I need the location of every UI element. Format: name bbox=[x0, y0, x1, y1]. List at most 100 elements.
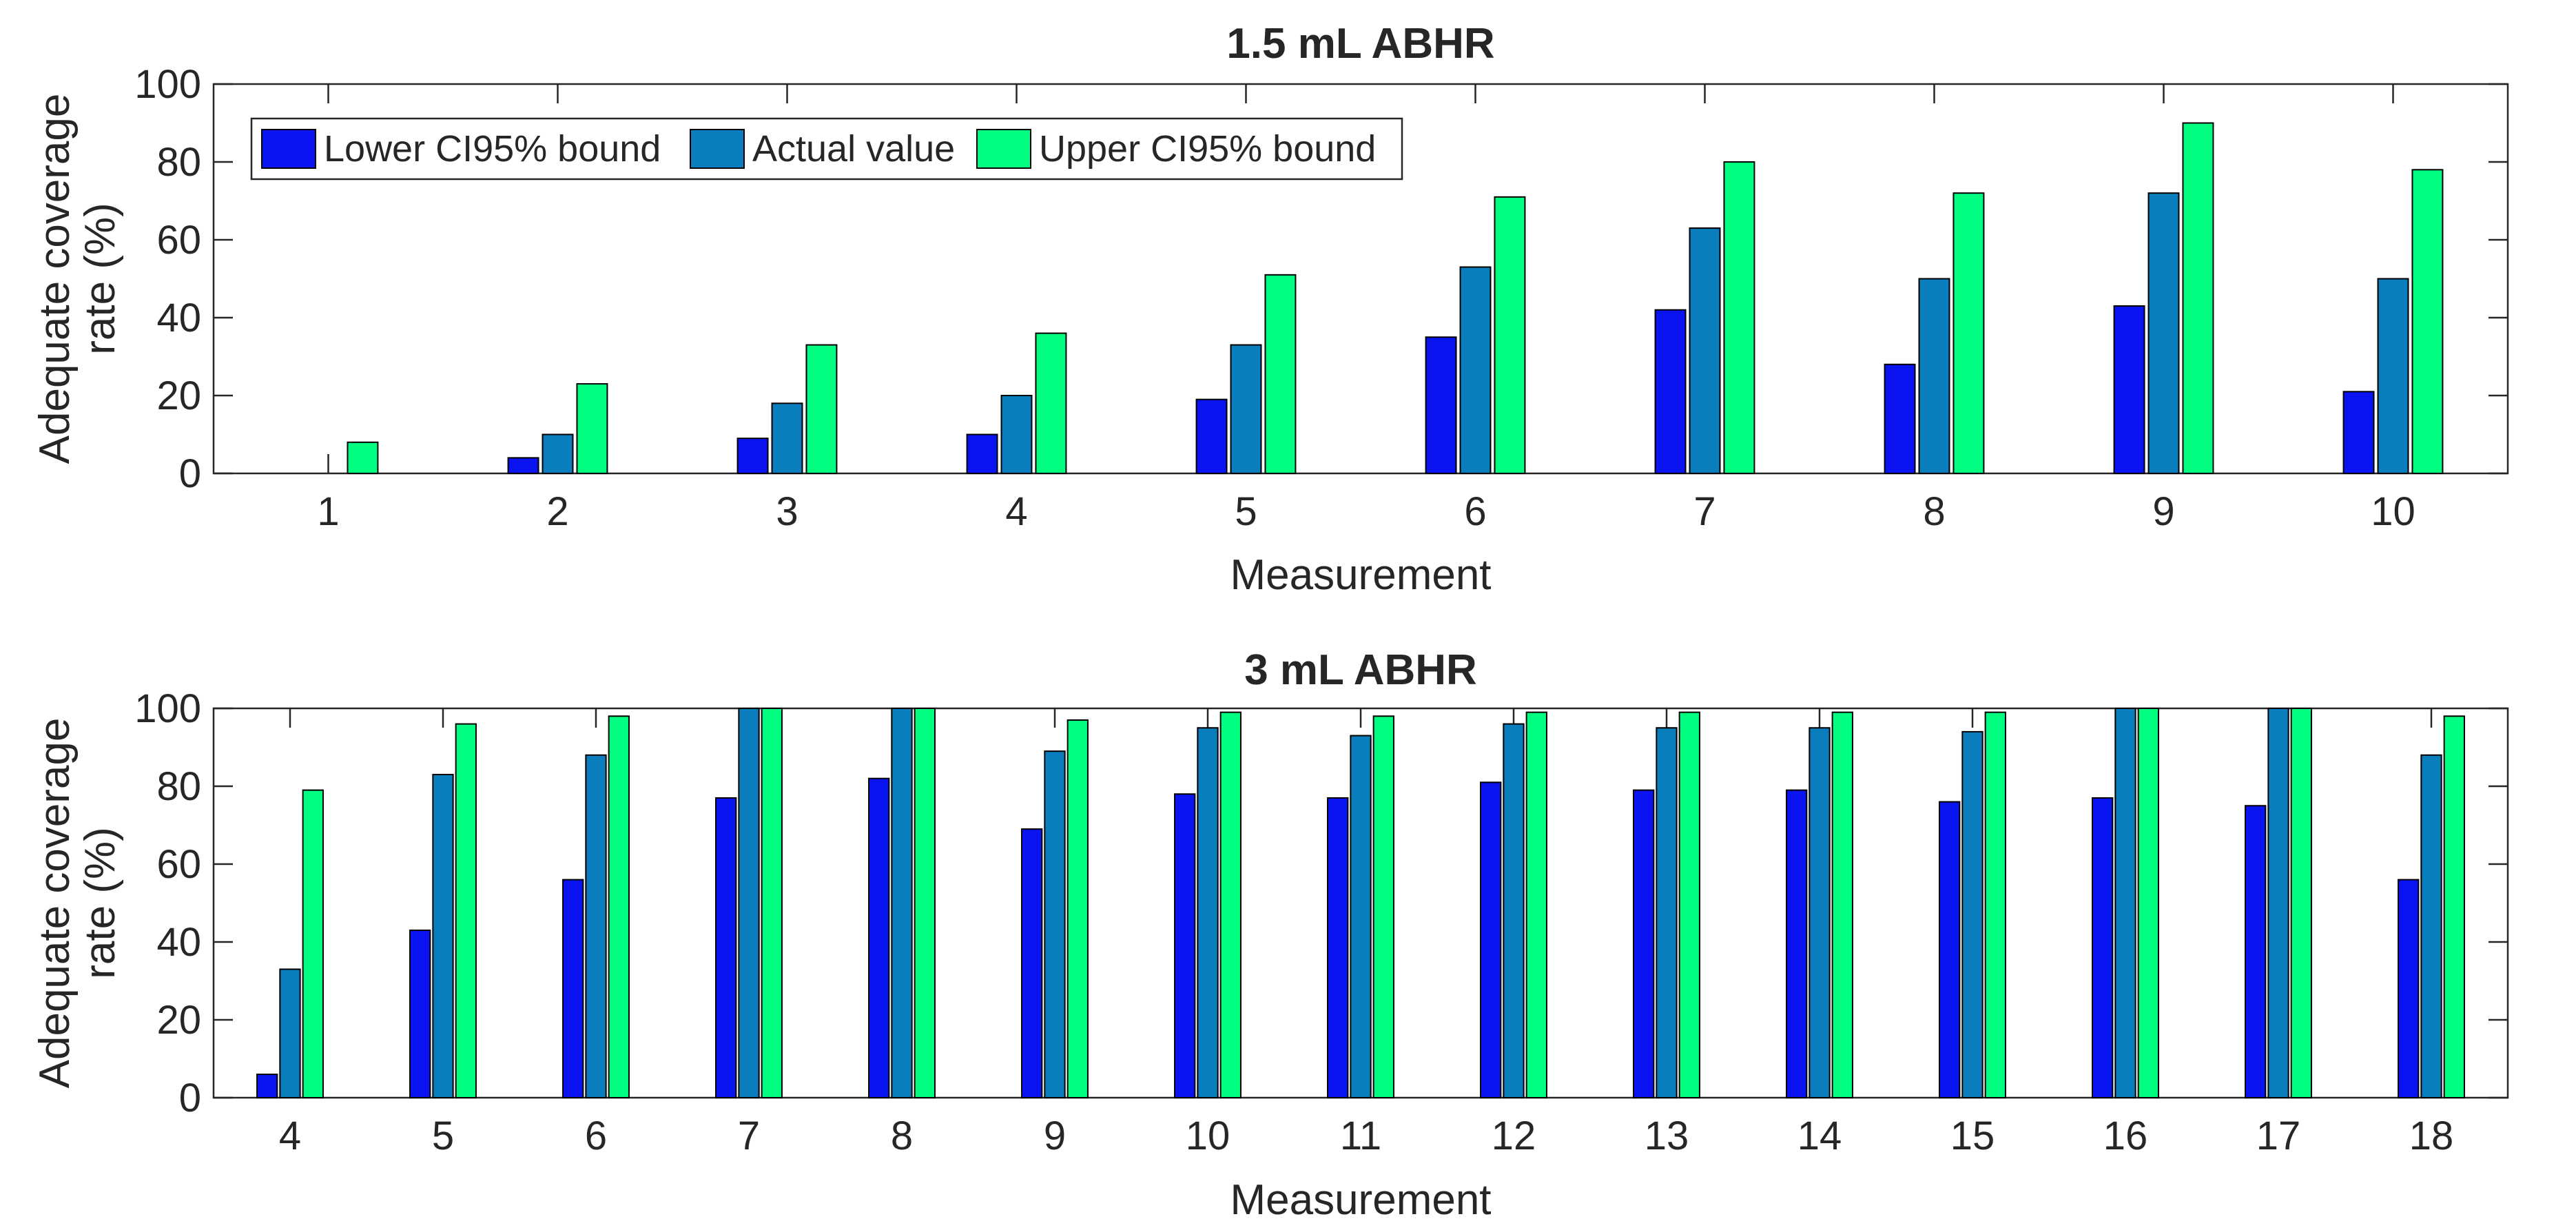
panel2-bar-upper bbox=[1219, 711, 1241, 1098]
panel2-bar-upper bbox=[914, 708, 936, 1098]
panel1-bar-actual bbox=[1000, 395, 1033, 474]
panel2-xtick-label: 16 bbox=[2103, 1114, 2148, 1158]
panel1-xtick-label: 10 bbox=[2371, 489, 2415, 534]
legend-swatch-lower bbox=[261, 129, 316, 169]
panel1-bar-upper bbox=[1952, 192, 1985, 474]
legend-swatch-upper bbox=[976, 129, 1031, 169]
panel1-xtick-label: 1 bbox=[317, 489, 339, 534]
panel2-bar-upper bbox=[1067, 719, 1089, 1098]
panel2-bar-actual bbox=[1044, 750, 1066, 1099]
panel2-bar-lower bbox=[562, 879, 584, 1098]
panel1-bar-upper bbox=[576, 383, 608, 474]
panel2-bar-lower bbox=[1633, 789, 1655, 1099]
panel1-bar-lower bbox=[966, 433, 998, 474]
panel1-ylabel-line: Adequate coverage bbox=[31, 94, 79, 464]
panel2-bar-upper bbox=[2443, 715, 2465, 1099]
panel2-xtick-label: 11 bbox=[1340, 1114, 1381, 1158]
panel2-bar-actual bbox=[2420, 754, 2442, 1099]
panel2-xtick-label: 8 bbox=[891, 1114, 913, 1158]
panel1-bar-upper bbox=[2182, 122, 2214, 474]
panel2-xtick-label: 7 bbox=[738, 1114, 760, 1158]
panel1-xlabel: Measurement bbox=[1230, 551, 1491, 599]
panel1-bar-lower bbox=[2342, 391, 2375, 474]
panel2-bar-lower bbox=[1021, 828, 1043, 1099]
panel2-ylabel: Adequate coveragerate (%) bbox=[31, 718, 124, 1089]
panel2-bar-upper bbox=[2290, 708, 2312, 1098]
panel1-bar-upper bbox=[1035, 332, 1067, 474]
panel2-xtick-label: 13 bbox=[1645, 1114, 1689, 1158]
panel2-bar-lower bbox=[715, 797, 737, 1098]
panel2-bar-actual bbox=[1503, 723, 1525, 1098]
panel1-bar-actual bbox=[2377, 278, 2409, 474]
panel2-ylabel-line: Adequate coverage bbox=[31, 718, 79, 1089]
panel1-ytick-label: 80 bbox=[156, 140, 201, 185]
panel1-bar-actual bbox=[771, 402, 803, 474]
panel2-bar-actual bbox=[1656, 727, 1678, 1098]
panel1-ytick-label: 60 bbox=[156, 218, 201, 263]
legend-label-actual: Actual value bbox=[752, 128, 955, 170]
panel2-bar-actual bbox=[1961, 730, 1983, 1098]
panel2-bar-actual bbox=[1350, 735, 1372, 1099]
panel2-bar-upper bbox=[2137, 708, 2159, 1098]
panel2-bar-upper bbox=[1831, 711, 1853, 1098]
panel2-bar-lower bbox=[868, 777, 890, 1098]
panel1-bar-upper bbox=[347, 441, 379, 474]
panel2-bar-actual bbox=[2114, 708, 2136, 1098]
panel1-bar-lower bbox=[736, 438, 769, 475]
panel2-xtick-label: 17 bbox=[2256, 1114, 2301, 1158]
panel2-xtick-label: 5 bbox=[432, 1114, 454, 1158]
panel2-xtick-label: 9 bbox=[1044, 1114, 1066, 1158]
panel2-xtick-label: 12 bbox=[1492, 1114, 1536, 1158]
panel1-xtick-label: 6 bbox=[1464, 489, 1486, 534]
panel1-bar-actual bbox=[2147, 192, 2180, 474]
panel1-bar-lower bbox=[1884, 363, 1916, 474]
panel2-ytick-label: 60 bbox=[156, 842, 201, 887]
panel1-bar-lower bbox=[1195, 398, 1228, 475]
panel1-axes-box bbox=[212, 83, 2509, 475]
panel1-bar-actual bbox=[1230, 344, 1262, 474]
panel2-bar-upper bbox=[608, 715, 630, 1099]
panel1-bar-lower bbox=[507, 457, 539, 475]
panel2-xtick-label: 6 bbox=[585, 1114, 607, 1158]
panel2-bar-lower bbox=[2092, 797, 2114, 1098]
legend-box bbox=[250, 117, 1403, 181]
panel1-xtick-label: 3 bbox=[776, 489, 798, 534]
panel2-bar-actual bbox=[2267, 708, 2289, 1098]
panel1-bar-actual bbox=[542, 433, 574, 474]
panel1-title: 1.5 mL ABHR bbox=[1226, 20, 1494, 68]
panel2-ytick-label: 80 bbox=[156, 764, 201, 809]
panel2-bar-actual bbox=[279, 968, 301, 1099]
panel2-xtick-label: 4 bbox=[279, 1114, 301, 1158]
panel1-xtick-label: 8 bbox=[1923, 489, 1945, 534]
panel2-bar-actual bbox=[1809, 727, 1831, 1098]
panel1-bar-upper bbox=[1264, 274, 1297, 474]
panel1-ytick-label: 100 bbox=[134, 62, 201, 107]
panel1-bar-actual bbox=[1689, 227, 1721, 474]
panel1-ylabel-line: rate (%) bbox=[76, 203, 124, 354]
panel2-bar-lower bbox=[1174, 793, 1196, 1099]
panel2-ytick-label: 40 bbox=[156, 920, 201, 965]
panel2-ylabel-line: rate (%) bbox=[76, 827, 124, 978]
legend-swatch-actual bbox=[690, 129, 745, 169]
panel2-bar-actual bbox=[432, 774, 454, 1099]
panel2-bar-upper bbox=[761, 708, 783, 1098]
panel2-bar-lower bbox=[1786, 789, 1808, 1099]
panel2-ytick-label: 20 bbox=[156, 998, 201, 1043]
panel2-bar-upper bbox=[1525, 711, 1547, 1098]
panel2-bar-upper bbox=[1984, 711, 2006, 1098]
panel1-xtick-label: 9 bbox=[2152, 489, 2174, 534]
panel1-xtick-label: 7 bbox=[1693, 489, 1715, 534]
panel2-bar-lower bbox=[409, 930, 431, 1099]
panel1-bar-lower bbox=[1425, 336, 1457, 474]
panel2-xtick-label: 10 bbox=[1186, 1114, 1230, 1158]
panel1-bar-lower bbox=[2113, 305, 2145, 474]
panel1-ytick-label: 40 bbox=[156, 296, 201, 340]
panel1-bar-actual bbox=[1459, 266, 1492, 474]
panel2-title: 3 mL ABHR bbox=[1244, 646, 1477, 694]
panel2-bar-upper bbox=[302, 789, 324, 1099]
panel2-bar-lower bbox=[1480, 781, 1502, 1098]
panel1-bar-upper bbox=[1494, 196, 1526, 474]
legend-label-lower: Lower CI95% bound bbox=[324, 128, 661, 170]
panel2-bar-lower bbox=[1327, 797, 1349, 1098]
